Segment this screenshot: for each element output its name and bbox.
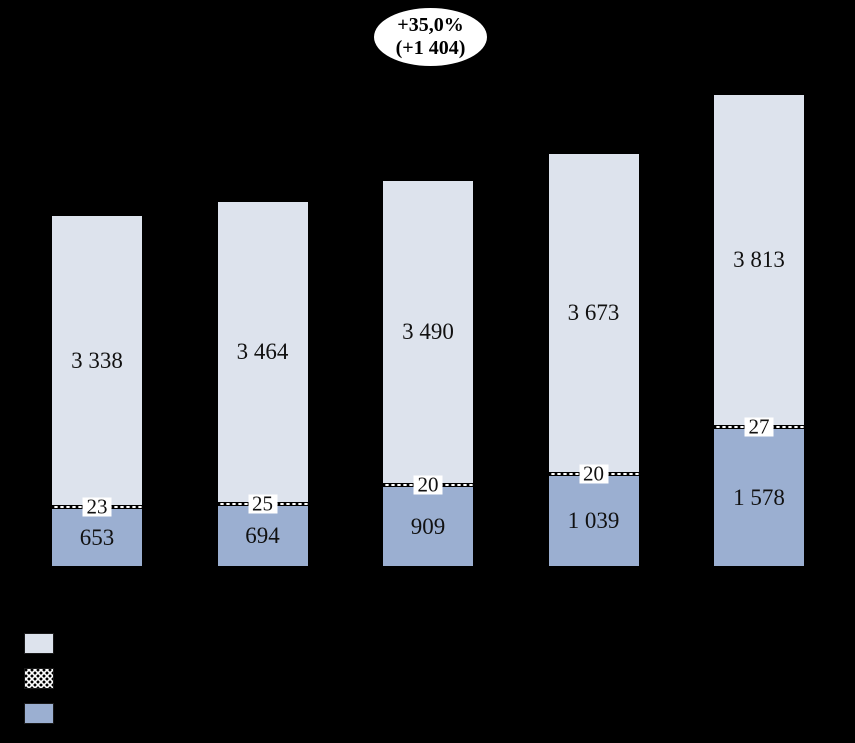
bar-group-4: 3 673 1 039 20 <box>548 153 639 566</box>
legend-swatch-middle-segment <box>24 668 54 689</box>
segment-bottom-label: 694 <box>245 522 280 548</box>
segment-top: 3 338 <box>52 216 142 506</box>
segment-top-label: 3 338 <box>71 347 123 373</box>
growth-annotation-ellipse: +35,0% (+1 404) <box>373 7 488 67</box>
segment-top: 3 673 <box>548 153 639 472</box>
segment-bottom: 694 <box>217 505 308 566</box>
segment-bottom-label: 1 578 <box>733 484 785 510</box>
segment-middle-label: 20 <box>413 474 443 495</box>
legend <box>24 633 54 738</box>
segment-top-label: 3 673 <box>567 299 620 325</box>
bar-group-1: 3 338 653 23 <box>52 216 142 566</box>
segment-bottom-label: 909 <box>410 513 446 539</box>
growth-percent-label: +35,0% <box>397 14 464 36</box>
legend-swatch-top-segment <box>24 633 54 654</box>
segment-middle-label: 25 <box>248 493 277 514</box>
segment-top-label: 3 490 <box>402 318 454 344</box>
segment-bottom-label: 1 039 <box>567 508 620 534</box>
segment-bottom-label: 653 <box>79 524 115 550</box>
bar-group-2: 3 464 694 25 <box>217 201 308 566</box>
segment-top-label: 3 813 <box>733 246 785 272</box>
segment-top: 3 464 <box>217 201 308 502</box>
segment-middle-label: 20 <box>579 463 608 484</box>
bar-group-3: 3 490 909 20 <box>383 180 473 566</box>
legend-swatch-bottom-segment <box>24 703 54 724</box>
segment-top-label: 3 464 <box>236 338 289 364</box>
segment-bottom: 909 <box>383 487 473 566</box>
segment-bottom: 653 <box>52 509 142 566</box>
segment-middle-label: 27 <box>744 416 774 437</box>
segment-middle-label: 23 <box>82 496 112 517</box>
growth-absolute-label: (+1 404) <box>395 37 466 59</box>
bar-group-5: 3 813 1 578 27 <box>714 94 804 566</box>
segment-bottom: 1 039 <box>548 476 639 566</box>
segment-top: 3 813 <box>714 94 804 426</box>
segment-bottom: 1 578 <box>714 429 804 566</box>
segment-top: 3 490 <box>383 180 473 483</box>
